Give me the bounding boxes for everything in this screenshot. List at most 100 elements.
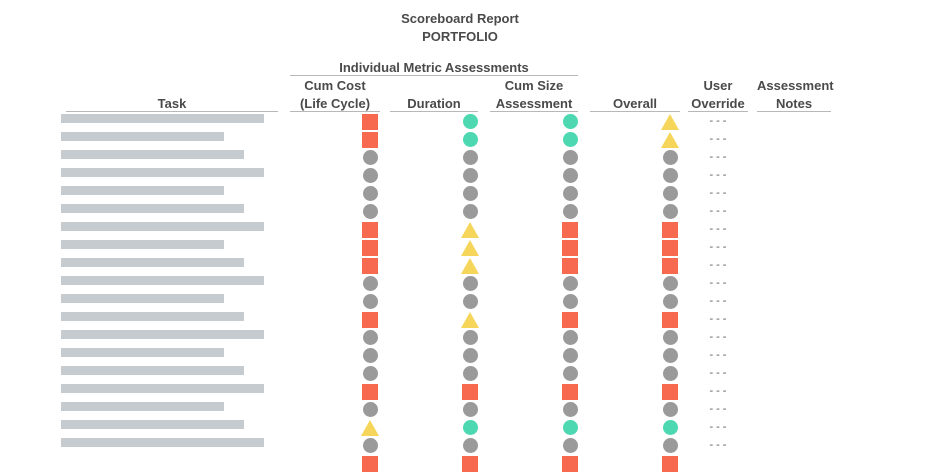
cost-red-square-icon [362,222,378,238]
user-override-value[interactable]: --- [708,366,728,379]
task-name-redacted [61,168,264,177]
duration-green-circle-icon [462,420,478,435]
cum-size-header-underline [490,111,578,112]
size-red-square-icon [562,222,578,238]
user-override-value[interactable]: --- [708,420,728,433]
overall-header-underline [590,111,680,112]
cost-gray-circle-icon [362,366,378,381]
task-name-redacted [61,312,244,321]
task-name-redacted [61,114,264,123]
task-name-redacted [61,402,224,411]
column-header-assessment-notes[interactable]: Assessment Notes [757,77,834,113]
overall-red-square-icon [662,312,678,328]
task-name-redacted [61,132,224,141]
overall-gray-circle-icon [662,348,678,363]
user-override-value[interactable]: --- [708,276,728,289]
size-gray-circle-icon [562,276,578,291]
user-override-value[interactable]: --- [708,150,728,163]
overall-red-square-icon [662,240,678,256]
size-green-circle-icon [562,420,578,435]
size-gray-circle-icon [562,168,578,183]
size-gray-circle-icon [562,366,578,381]
user-override-value[interactable]: --- [708,186,728,199]
group-header: Individual Metric Assessments [339,60,529,75]
user-override-value[interactable]: --- [708,312,728,325]
size-gray-circle-icon [562,438,578,453]
size-gray-circle-icon [562,330,578,345]
user-override-header-line1: User [703,78,733,93]
assessment-notes-header-line1: Assessment [757,78,834,93]
overall-red-square-icon [662,222,678,238]
duration-gray-circle-icon [462,294,478,309]
duration-gray-circle-icon [462,276,478,291]
size-green-circle-icon [562,114,578,129]
overall-red-square-icon [662,456,678,472]
user-override-value[interactable]: --- [708,222,728,235]
duration-green-circle-icon [462,132,478,147]
report-subtitle: PORTFOLIO [422,29,498,44]
size-gray-circle-icon [562,348,578,363]
duration-gray-circle-icon [462,438,478,453]
cum-size-header-line1: Cum Size [504,78,564,93]
cost-yellow-triangle-icon [361,420,379,436]
duration-gray-circle-icon [462,150,478,165]
user-override-value[interactable]: --- [708,240,728,253]
user-override-value[interactable]: --- [708,384,728,397]
cost-gray-circle-icon [362,348,378,363]
overall-gray-circle-icon [662,276,678,291]
task-name-redacted [61,420,244,429]
user-override-value[interactable]: --- [708,132,728,145]
user-override-value[interactable]: --- [708,114,728,127]
column-header-duration[interactable]: Duration [407,96,461,111]
user-override-value[interactable]: --- [708,402,728,415]
duration-gray-circle-icon [462,330,478,345]
cost-gray-circle-icon [362,186,378,201]
user-override-value[interactable]: --- [708,294,728,307]
duration-gray-circle-icon [462,204,478,219]
column-header-overall[interactable]: Overall [612,96,658,111]
cost-red-square-icon [362,132,378,148]
column-header-task[interactable]: Task [157,96,187,111]
user-override-value[interactable]: --- [708,438,728,451]
duration-gray-circle-icon [462,366,478,381]
overall-yellow-triangle-icon [661,132,679,148]
cum-cost-header-line2: (Life Cycle) [299,96,371,111]
overall-gray-circle-icon [662,294,678,309]
user-override-value[interactable]: --- [708,168,728,181]
user-override-value[interactable]: --- [708,258,728,271]
duration-red-square-icon [462,384,478,400]
column-header-cum-cost[interactable]: Cum Cost (Life Cycle) [290,77,380,113]
user-override-header-underline [688,111,748,112]
cost-gray-circle-icon [362,402,378,417]
overall-gray-circle-icon [662,330,678,345]
size-gray-circle-icon [562,150,578,165]
column-header-user-override[interactable]: User Override [688,77,748,113]
task-name-redacted [61,186,224,195]
size-gray-circle-icon [562,294,578,309]
column-header-cum-size[interactable]: Cum Size Assessment [490,77,578,113]
cost-gray-circle-icon [362,330,378,345]
user-override-header-line2: Override [691,96,745,111]
duration-yellow-triangle-icon [461,312,479,328]
size-green-circle-icon [562,132,578,147]
size-red-square-icon [562,258,578,274]
duration-green-circle-icon [462,114,478,129]
assessment-notes-header-underline [757,111,831,112]
cum-cost-header-underline [290,111,380,112]
user-override-value[interactable]: --- [708,330,728,343]
task-header-underline [66,111,278,112]
task-name-redacted [61,366,244,375]
overall-red-square-icon [662,384,678,400]
user-override-value[interactable]: --- [708,204,728,217]
cost-gray-circle-icon [362,168,378,183]
size-red-square-icon [562,456,578,472]
cost-gray-circle-icon [362,294,378,309]
task-name-redacted [61,438,264,447]
size-red-square-icon [562,312,578,328]
task-name-redacted [61,240,224,249]
cum-size-header-line2: Assessment [495,96,573,111]
task-name-redacted [61,330,264,339]
user-override-value[interactable]: --- [708,348,728,361]
duration-gray-circle-icon [462,348,478,363]
size-gray-circle-icon [562,402,578,417]
